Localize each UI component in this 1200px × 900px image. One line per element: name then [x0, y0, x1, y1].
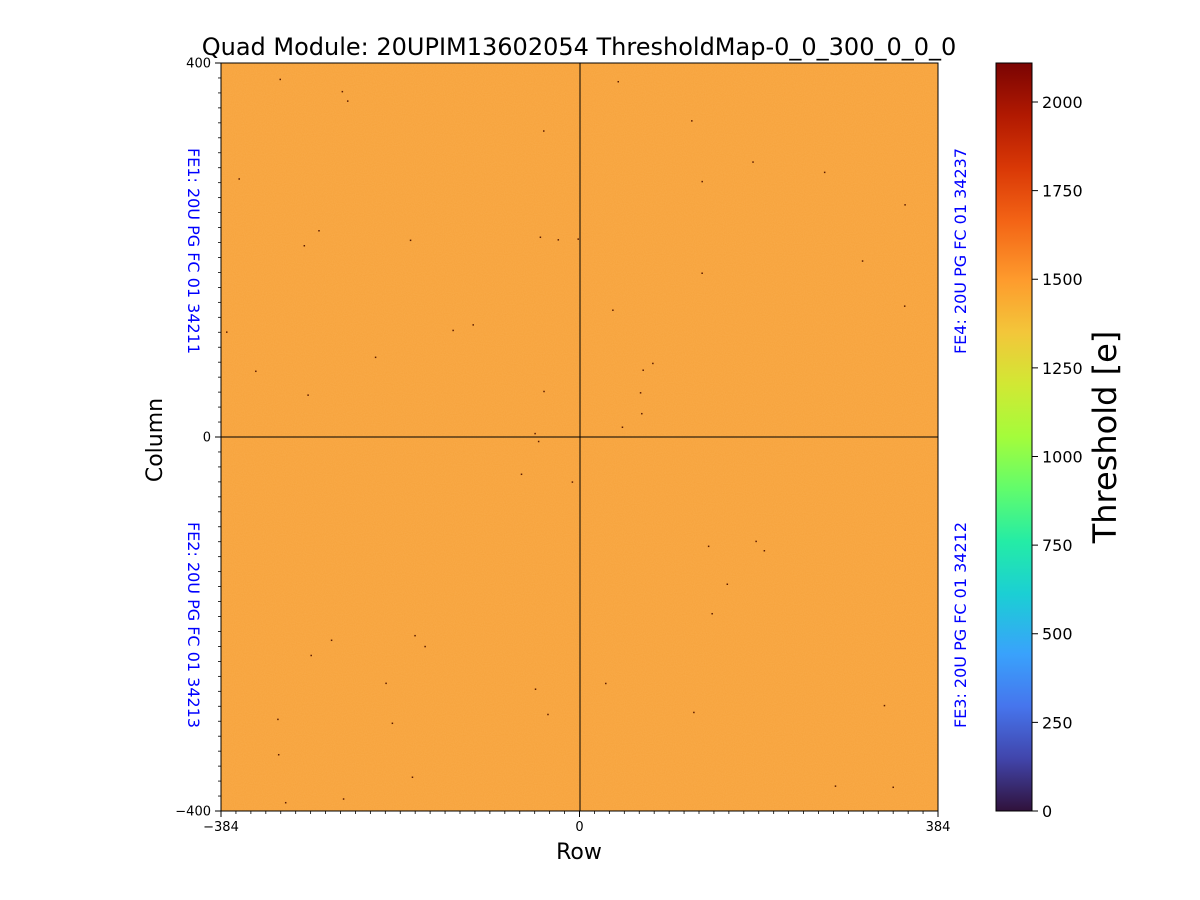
colorbar-tick-label: 250 [1042, 713, 1073, 732]
plot-area [220, 62, 939, 812]
dead-pixel [693, 711, 695, 714]
x-axis: −384 0 384 [203, 811, 950, 835]
dead-pixel [411, 776, 414, 778]
dead-pixel [883, 704, 886, 707]
dead-pixel [543, 390, 545, 393]
dead-pixel [318, 230, 320, 232]
dead-pixel [391, 722, 394, 725]
dead-pixel [904, 204, 906, 206]
chip-label-fe1: FE1: 20U PG FC 01 34211 [184, 148, 203, 354]
x-tick-label: 384 [926, 820, 951, 835]
dead-pixel [238, 178, 240, 180]
dead-pixel [834, 785, 837, 787]
dead-pixel [707, 545, 710, 548]
colorbar-tick-label: 1250 [1042, 359, 1083, 378]
dead-pixel [652, 362, 654, 365]
dead-pixel [303, 245, 306, 247]
dead-pixel [539, 236, 542, 239]
dead-pixel [701, 180, 703, 183]
dead-pixel [903, 305, 906, 307]
chip-label-fe4: FE4: 20U PG FC 01 34237 [951, 148, 970, 354]
dead-pixel [621, 426, 624, 428]
dead-pixel [277, 753, 280, 756]
dead-pixel [255, 370, 257, 373]
dead-pixel [543, 130, 545, 132]
dead-pixel [310, 654, 312, 657]
chip-label-fe3: FE3: 20U PG FC 01 34212 [951, 522, 970, 728]
dead-pixel [537, 440, 540, 443]
dead-pixel [571, 481, 574, 483]
dead-pixel [385, 682, 387, 685]
dead-pixel [534, 432, 536, 435]
dead-pixel [823, 171, 826, 174]
colorbar-tick-label: 1000 [1042, 447, 1083, 466]
dead-pixel [605, 682, 607, 685]
dead-pixel [346, 100, 349, 102]
dead-pixel [763, 550, 766, 552]
x-tick-label: 0 [575, 820, 583, 835]
colorbar-tick-label: 0 [1042, 802, 1052, 821]
x-axis-label: Row [556, 840, 602, 865]
dead-pixel [330, 639, 333, 642]
colorbar-tick-label: 500 [1042, 625, 1073, 644]
x-tick-label: −384 [203, 820, 239, 835]
colorbar-ticks: 0 250 500 750 1000 1250 1500 1750 2000 [1032, 93, 1083, 821]
colorbar: 0 250 500 750 1000 1250 1500 1750 2000 Threshold… [995, 62, 1124, 821]
dead-pixel [726, 583, 729, 585]
dead-pixel [641, 412, 643, 415]
dead-pixel [691, 120, 693, 122]
dead-pixel [861, 260, 864, 262]
y-axis-label: Column [143, 398, 168, 482]
dead-pixel [639, 392, 642, 394]
dead-pixel [277, 718, 279, 721]
colorbar-tick-label: 1500 [1042, 270, 1083, 289]
dead-pixel [226, 331, 228, 333]
dead-pixel [534, 688, 537, 690]
dead-pixel [642, 369, 644, 371]
dead-pixel [892, 786, 894, 789]
y-tick-label: −400 [175, 805, 211, 820]
dead-pixel [557, 239, 560, 241]
colorbar-gradient [995, 62, 1033, 812]
colorbar-tick-label: 750 [1042, 536, 1073, 555]
y-axis: −400 0 400 [175, 57, 221, 820]
chip-label-fe2: FE2: 20U PG FC 01 34213 [184, 522, 203, 728]
chart-title: Quad Module: 20UPIM13602054 ThresholdMap… [202, 33, 957, 61]
dead-pixel [409, 239, 412, 242]
dead-pixel [307, 394, 309, 396]
dead-pixel [342, 798, 345, 800]
dead-pixel [701, 272, 703, 274]
dead-pixel [374, 356, 377, 359]
dead-pixel [711, 612, 713, 615]
dead-pixel [341, 90, 344, 93]
colorbar-label: Threshold [e] [1086, 331, 1124, 545]
dead-pixel [424, 645, 426, 648]
colorbar-tick-label: 1750 [1042, 182, 1083, 201]
dead-pixel [755, 540, 757, 543]
dead-pixel [452, 329, 454, 332]
dead-pixel [284, 801, 287, 804]
dead-pixel [612, 309, 614, 311]
y-tick-label: 0 [203, 431, 211, 446]
dead-pixel [279, 78, 281, 81]
dead-pixel [414, 634, 416, 637]
dead-pixel [617, 80, 619, 83]
colorbar-tick-label: 2000 [1042, 93, 1083, 112]
dead-pixel [547, 713, 549, 716]
dead-pixels [226, 78, 906, 804]
dead-pixel [752, 161, 754, 163]
dead-pixel [577, 238, 579, 240]
dead-pixel [472, 324, 474, 326]
dead-pixel [520, 473, 523, 476]
y-tick-label: 400 [186, 57, 211, 72]
